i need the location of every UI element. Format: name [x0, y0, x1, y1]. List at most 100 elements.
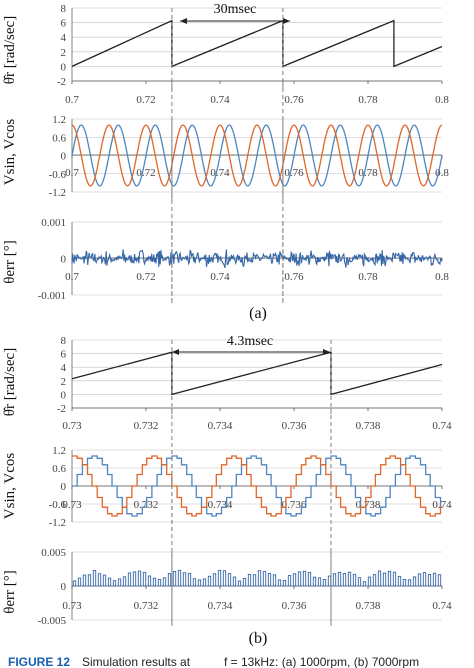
ytick-label-a2: -0.6: [49, 169, 67, 181]
annotation-a-label: 30msec: [214, 2, 257, 17]
ytick-label-a2: 1.2: [52, 114, 66, 126]
xtick-label-b2: 0.736: [282, 499, 307, 511]
bar-b3: [427, 574, 432, 587]
xtick-label-b3: 0.736: [282, 600, 307, 612]
bar-b3: [287, 575, 292, 587]
bar-b3: [272, 574, 277, 587]
bar-b3: [327, 575, 332, 587]
bar-b3: [267, 573, 272, 587]
xtick-label-a1: 0.76: [284, 94, 304, 106]
ytick-label-b1: 4: [61, 362, 67, 374]
bar-b3: [112, 580, 117, 587]
ytick-label-b1: 0: [61, 389, 67, 401]
bar-b3: [172, 570, 177, 587]
xtick-label-a1: 0.74: [210, 94, 230, 106]
bar-b3: [87, 574, 92, 587]
bar-b3: [342, 573, 347, 587]
bar-b3: [77, 577, 82, 587]
ylabel-a2: Vsin, Vcos: [2, 119, 18, 186]
series-line-sin-b2: [72, 455, 442, 517]
ylabel-a3: θerr [°]: [2, 240, 18, 284]
bar-b3: [332, 573, 337, 587]
xtick-label-b3: 0.734: [208, 600, 233, 612]
caption-formula: f = 13kHz: (a) 1000rpm, (b) 7000rpm: [224, 655, 419, 668]
caption-label: FIGURE 12: [8, 655, 70, 668]
ytick-label-b2: -0.6: [49, 499, 67, 511]
ylabel-b1: θ̂r [rad/sec]: [2, 348, 18, 416]
xtick-label-b1: 0.736: [282, 420, 307, 432]
bar-b3: [122, 576, 127, 587]
chart-a2: -1.2-0.600.61.20.7 0.72 0.74 0.76 0.78 0.8Vsi…: [2, 114, 449, 200]
bar-b3: [302, 570, 307, 587]
bar-b3: [337, 571, 342, 587]
xtick-label-a3: 0.7: [65, 271, 79, 283]
xtick-label-b2: 0.732: [134, 499, 159, 511]
xtick-label-b1: 0.732: [134, 420, 159, 432]
annotation-a: 30msec: [180, 2, 290, 24]
bar-b3: [352, 573, 357, 587]
annotation-b-label: 4.3msec: [227, 334, 273, 349]
xtick-label-b1: 0.73: [62, 420, 82, 432]
bar-b3: [162, 577, 167, 587]
bar-b3: [192, 578, 197, 587]
bar-b3: [347, 571, 352, 587]
bar-b3: [297, 571, 302, 587]
xtick-label-a1: 0.78: [358, 94, 378, 106]
ytick-label-a1: 2: [61, 47, 67, 59]
bar-b3: [407, 579, 412, 587]
xtick-label-b1: 0.74: [432, 420, 452, 432]
bar-b3: [137, 570, 142, 587]
bar-b3: [127, 572, 132, 587]
bar-b3: [417, 573, 422, 587]
bar-b3: [72, 580, 77, 587]
xtick-label-a3: 0.78: [358, 271, 378, 283]
bar-b3: [277, 579, 282, 587]
bar-b3: [237, 580, 242, 587]
xtick-label-b3: 0.738: [356, 600, 381, 612]
ytick-label-b3: 0: [61, 581, 67, 593]
bar-b3: [252, 574, 257, 587]
bar-b3: [317, 577, 322, 587]
ytick-label-b1: 2: [61, 376, 67, 388]
panel-label-b: (b): [249, 630, 268, 647]
series-line-cos-a2: [71, 124, 443, 187]
ytick-label-b1: 6: [61, 349, 67, 361]
bar-b3: [132, 571, 137, 587]
bar-b3: [207, 575, 212, 587]
series-line-sin-a2: [71, 124, 443, 187]
ylabel-b3: θerr [°]: [2, 570, 18, 614]
ytick-label-a2: -1.2: [49, 187, 66, 199]
ytick-label-b3: 0.005: [41, 547, 66, 559]
chart-a1: -2 0 2 4 6 8 0.7 0.72 0.74 0.76 0.78 0.8 θ̂r [rad/se…: [2, 3, 449, 106]
xtick-label-a3: 0.8: [435, 271, 449, 283]
bar-b3: [232, 576, 237, 587]
ytick-label-b2: 1.2: [52, 445, 66, 457]
xtick-label-a2: 0.74: [210, 167, 230, 179]
bar-b3: [222, 570, 227, 587]
xtick-label-a2: 0.7: [65, 167, 79, 179]
bar-b3: [387, 570, 392, 587]
ytick-label-a2: 0.6: [52, 132, 66, 144]
bar-b3: [197, 579, 202, 587]
bar-b3: [247, 573, 252, 587]
series-line-cos-b2: [72, 455, 442, 517]
bar-b3: [367, 576, 372, 587]
bar-b3: [152, 577, 157, 587]
bar-b3: [262, 571, 267, 587]
annotation-b-arrowhead-right: [323, 349, 330, 355]
bar-b3: [432, 572, 437, 587]
ytick-label-b2: 0: [61, 481, 67, 493]
bar-b3: [377, 570, 382, 587]
bar-b3: [217, 569, 222, 587]
bar-b3: [167, 573, 172, 587]
xtick-label-a2: 0.72: [136, 167, 155, 179]
xtick-label-b2: 0.738: [356, 499, 381, 511]
ytick-label-a1: -2: [57, 76, 66, 88]
ytick-label-a3: -0.001: [38, 290, 66, 302]
bar-b3: [242, 577, 247, 587]
series-line-err-a3: [71, 249, 443, 268]
chart-a3: -0.001 0 0.001 0.7 0.72 0.74 0.76 0.78 0.8 θerr […: [2, 217, 449, 303]
xtick-label-a1: 0.7: [65, 94, 79, 106]
xtick-label-a1: 0.72: [136, 94, 155, 106]
